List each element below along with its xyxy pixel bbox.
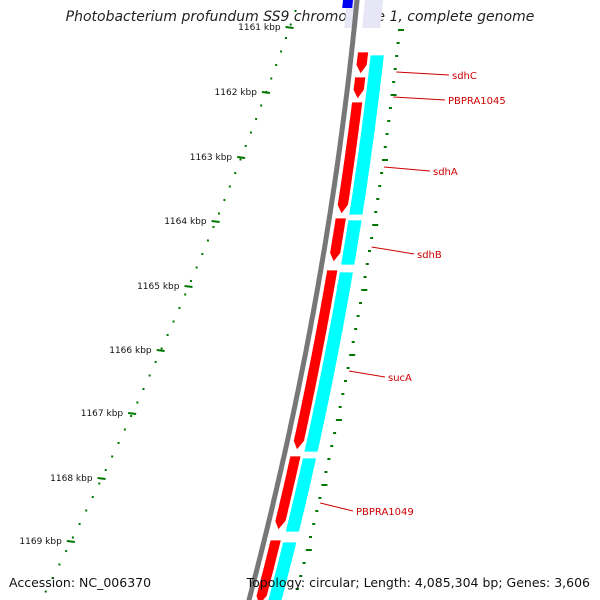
- reverse-gene-segment: [348, 54, 385, 216]
- gene-label-pbpra1045: PBPRA1045: [448, 96, 506, 107]
- scale-tick-label: 1163 kbp: [190, 153, 233, 163]
- accession-text: Accession: NC_006370: [9, 575, 152, 590]
- forward-gene-arrow: [255, 539, 282, 600]
- scale-major-tick: [128, 412, 137, 415]
- gene-leader-line: [393, 96, 446, 101]
- backbone-gap: [252, 0, 365, 600]
- forward-gene-arrow: [352, 76, 367, 100]
- scale-tick-label: 1165 kbp: [137, 282, 180, 292]
- scale-tick-label: 1166 kbp: [109, 346, 152, 356]
- scale-tick-label: 1169 kbp: [19, 537, 62, 547]
- gene-label-sdha: sdhA: [433, 167, 458, 178]
- gene-label-sdhc: sdhC: [452, 71, 477, 82]
- gene-leader-line: [371, 246, 415, 255]
- gene-leader-line: [383, 166, 431, 172]
- scale-major-tick: [66, 540, 75, 543]
- gene-leader-line: [396, 71, 450, 76]
- forward-gene-arrow: [336, 101, 364, 215]
- forward-gene-arrow: [329, 217, 347, 263]
- scale-tick-label: 1162 kbp: [215, 88, 258, 98]
- gene-leader-line: [348, 370, 386, 378]
- backbone-line: [246, 0, 360, 600]
- gene-label-suca: sucA: [388, 373, 412, 384]
- gene-label-sdhb: sdhB: [417, 250, 442, 261]
- map-title: Photobacterium profundum SS9 chromosome …: [65, 9, 535, 25]
- reverse-gene-segment: [284, 457, 318, 533]
- reverse-gene-segment: [303, 271, 354, 453]
- top-gene-blue: [342, 0, 353, 8]
- scale-major-tick: [285, 26, 294, 29]
- scale-major-tick: [237, 156, 246, 159]
- forward-gene-arrow: [292, 269, 339, 451]
- scale-tick-label: 1164 kbp: [164, 217, 207, 227]
- reverse-gene-segment: [340, 219, 363, 266]
- scale-major-tick: [211, 220, 220, 223]
- topology-text: Topology: circular; Length: 4,085,304 bp…: [246, 575, 590, 590]
- scale-tick-label: 1168 kbp: [50, 474, 93, 484]
- gene-leader-line: [320, 502, 354, 512]
- gene-label-pbpra1049: PBPRA1049: [356, 507, 414, 518]
- scale-major-tick: [156, 349, 165, 352]
- forward-gene-arrow: [355, 51, 370, 75]
- reverse-gene-segment: [267, 541, 298, 600]
- scale-tick-label: 1161 kbp: [238, 23, 281, 33]
- scale-major-tick: [184, 285, 193, 288]
- scale-tick-label: 1167 kbp: [81, 409, 124, 419]
- forward-gene-arrow: [274, 455, 302, 531]
- scale-major-tick: [261, 91, 271, 94]
- scale-major-tick: [97, 477, 106, 480]
